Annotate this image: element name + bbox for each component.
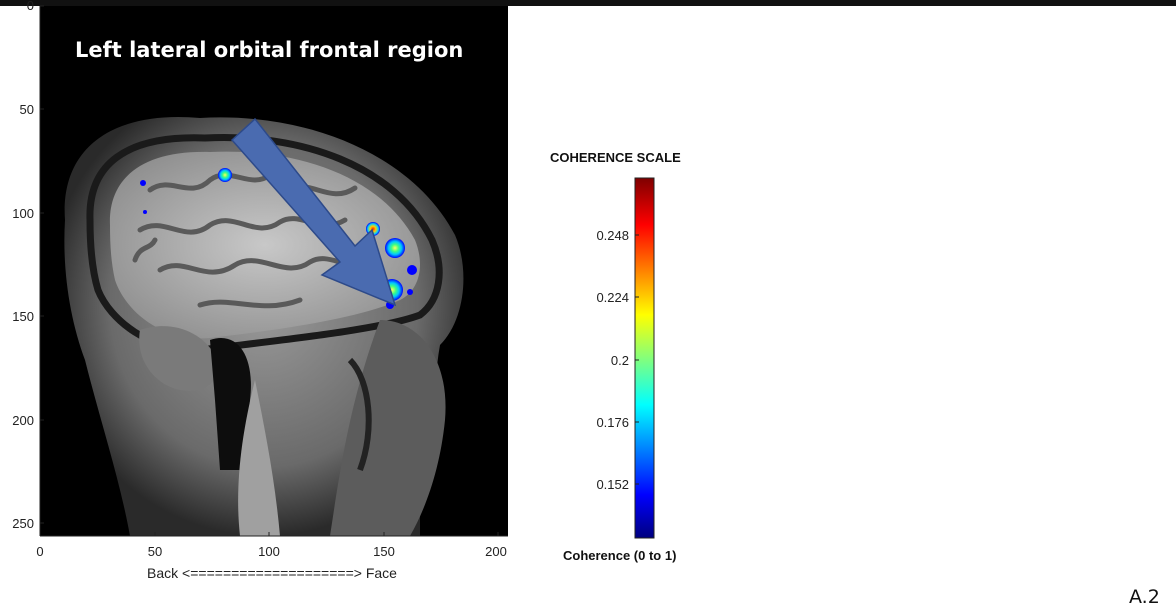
colorbar-tick-label: 0.176	[596, 415, 629, 430]
colorbar-gradient	[634, 177, 655, 539]
y-tick-label: 250	[12, 516, 34, 531]
colorbar-tick-label: 0.2	[611, 353, 629, 368]
x-tick-label: 100	[258, 544, 280, 559]
colorbar: 0.248 0.224 0.2 0.176 0.152	[596, 177, 655, 539]
colorbar-tick-label: 0.224	[596, 290, 629, 305]
x-tick-label: 200	[485, 544, 507, 559]
colorbar-title: COHERENCE SCALE	[550, 150, 681, 165]
x-axis-label: Back <====================> Face	[147, 565, 397, 581]
y-axis: 0 50 100 150 200 250	[12, 0, 44, 531]
x-tick-label: 0	[36, 544, 43, 559]
y-tick-label: 150	[12, 309, 34, 324]
x-tick-label: 50	[148, 544, 162, 559]
x-tick-label: 150	[373, 544, 395, 559]
colorbar-tick-label: 0.152	[596, 477, 629, 492]
x-axis: 0 50 100 150 200 Back <=================…	[36, 532, 507, 581]
y-tick-label: 0	[27, 0, 34, 13]
mri-image	[40, 6, 508, 536]
arrow-icon	[230, 117, 397, 307]
panel-label: A.2	[1129, 586, 1160, 608]
colorbar-tick-label: 0.248	[596, 228, 629, 243]
region-title: Left lateral orbital frontal region	[75, 38, 464, 62]
top-border	[0, 0, 1176, 6]
y-tick-label: 200	[12, 413, 34, 428]
y-tick-label: 100	[12, 206, 34, 221]
y-tick-label: 50	[20, 102, 34, 117]
colorbar-bottom-label: Coherence (0 to 1)	[563, 548, 677, 563]
